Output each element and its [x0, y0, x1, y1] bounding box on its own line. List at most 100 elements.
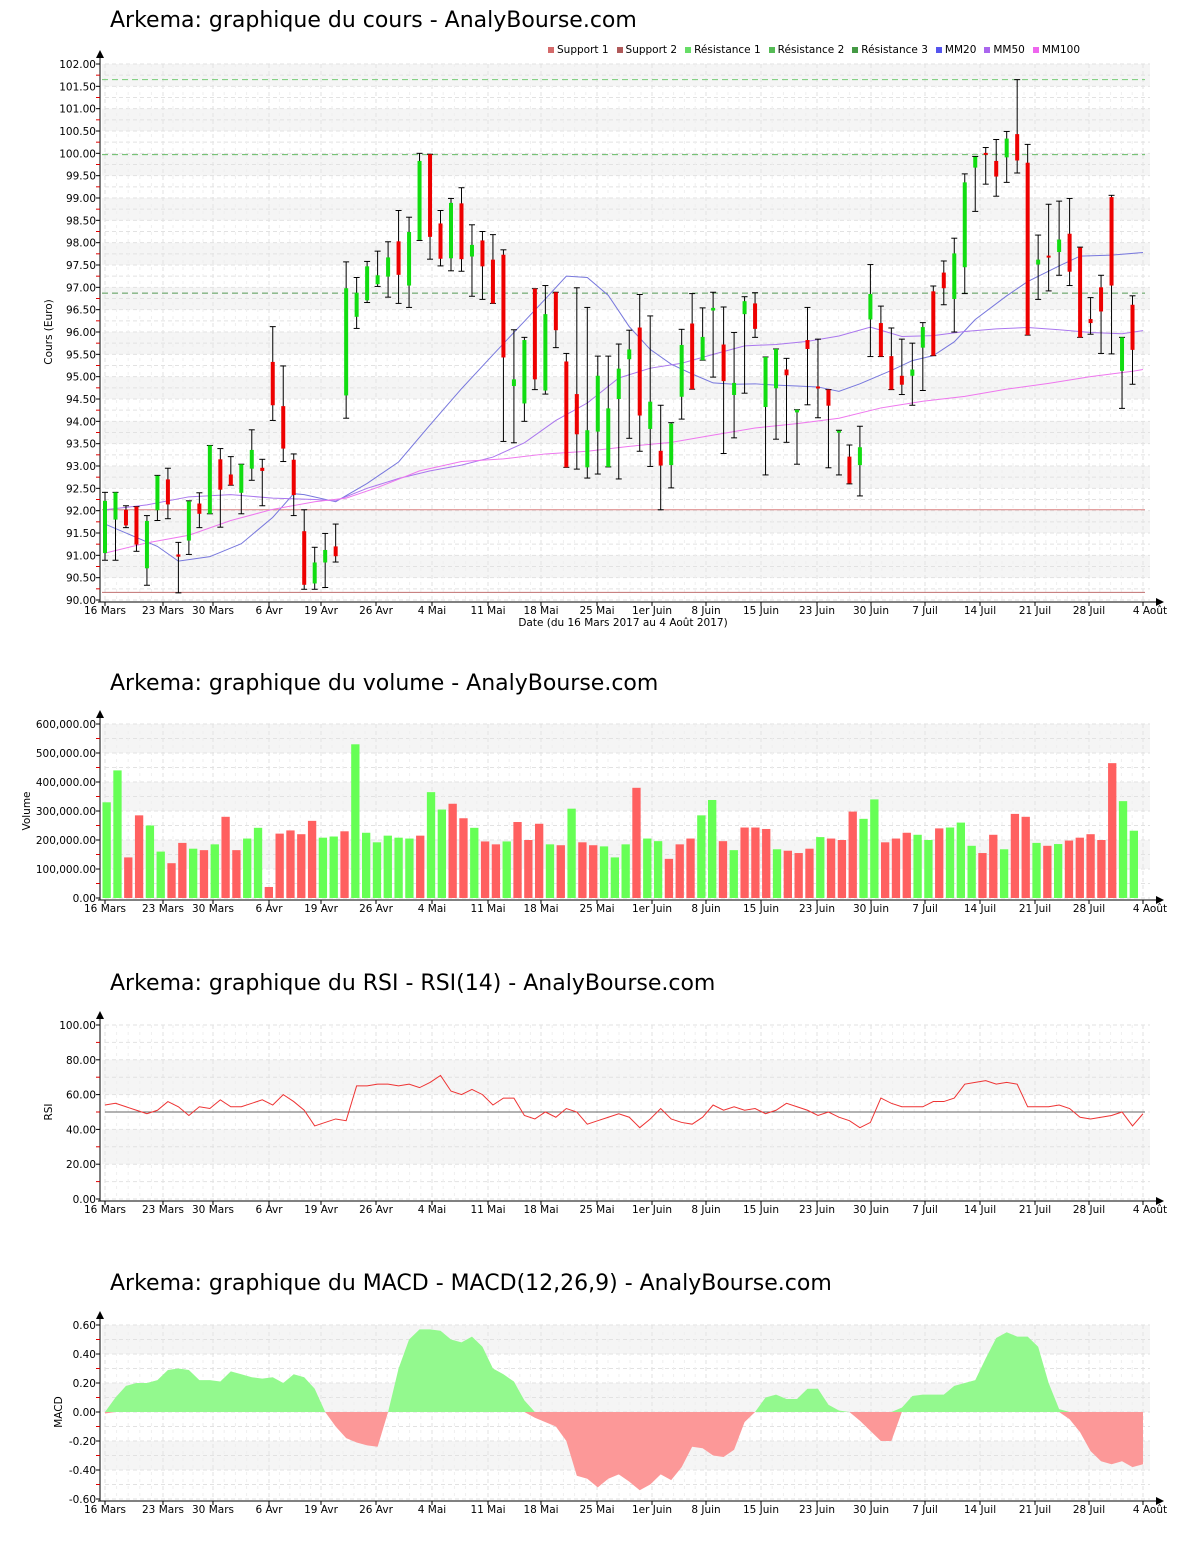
x-tick-label: 15 Juin — [743, 1204, 779, 1216]
x-tick-label: 23 Mars — [142, 903, 184, 915]
y-tick-label: 100.00 — [59, 148, 96, 160]
candlestick — [773, 348, 780, 440]
x-tick-label: 4 Mai — [418, 903, 446, 915]
volume-bar — [124, 857, 133, 898]
volume-bar — [935, 828, 944, 898]
volume-bar — [502, 841, 511, 898]
x-tick-label: 23 Juin — [799, 1504, 835, 1516]
candlestick — [762, 356, 769, 476]
x-tick-label: 6 Avr — [255, 1204, 283, 1216]
volume-bar — [286, 830, 295, 898]
y-tick-label: 93.50 — [66, 439, 96, 451]
candlestick — [259, 458, 266, 507]
x-tick-label: 25 Mai — [579, 1204, 614, 1216]
candlestick — [479, 231, 486, 300]
volume-bar — [643, 838, 652, 898]
x-tick-label: 8 Juin — [691, 1204, 720, 1216]
x-tick-label: 14 Juil — [964, 1504, 996, 1516]
y-tick-label: 300,000.00 — [36, 806, 96, 818]
x-tick-label: 4 Mai — [418, 605, 446, 617]
candlestick — [143, 515, 150, 586]
candlestick — [647, 315, 654, 467]
candlestick — [227, 456, 234, 486]
volume-bar — [1097, 840, 1106, 898]
volume-bar — [470, 827, 479, 898]
candlestick — [752, 292, 759, 338]
x-tick-label: 4 Mai — [418, 1504, 446, 1516]
candlestick — [395, 210, 402, 304]
volume-bar — [448, 803, 457, 898]
volume-bar — [1064, 840, 1074, 898]
volume-bar — [989, 834, 998, 898]
legend-item-mm50: MM50 — [984, 44, 1025, 56]
y-tick-label: 94.00 — [66, 416, 96, 428]
x-tick-label: 4 Mai — [418, 1204, 446, 1216]
x-tick-label: 1er Juin — [632, 1204, 672, 1216]
volume-bar — [1086, 834, 1095, 898]
macd-positive-area — [105, 1329, 1143, 1412]
candlestick — [489, 234, 496, 304]
price-chart: 90.00 90.50 91.00 91.50 92.00 92.50 93.00 93.50… — [43, 50, 1167, 629]
legend-item-r-sistance-1: Résistance 1 — [685, 44, 761, 56]
y-axis-title: Cours (Euro) — [43, 299, 55, 365]
x-tick-label: 23 Juin — [799, 605, 835, 617]
candlestick — [343, 261, 350, 419]
volume-bar — [675, 844, 684, 898]
y-tick-label: 96.00 — [66, 327, 96, 339]
volume-bar — [545, 844, 555, 898]
volume-bar — [837, 840, 847, 898]
x-tick-label: 23 Juin — [799, 1204, 835, 1216]
y-tick-label: 400,000.00 — [36, 777, 96, 789]
candlestick — [112, 491, 119, 561]
candlestick — [626, 329, 633, 439]
volume-bar — [1010, 813, 1020, 898]
y-tick-label: 90.50 — [66, 573, 96, 585]
x-tick-label: 19 Avr — [304, 1504, 338, 1516]
candlestick — [217, 448, 224, 528]
y-tick-label: -0.20 — [69, 1436, 96, 1448]
macd-chart-title: Arkema: graphique du MACD - MACD(12,26,9… — [110, 1271, 832, 1296]
price-chart-title: Arkema: graphique du cours - AnalyBourse… — [110, 8, 637, 33]
x-tick-label: 4 Août — [1133, 1204, 1167, 1216]
candlestick — [248, 429, 255, 481]
volume-bar — [556, 845, 565, 898]
candlestick — [500, 249, 507, 442]
x-tick-label: 18 Mai — [523, 605, 558, 617]
volume-bar — [491, 844, 501, 898]
legend-item-support-2: Support 2 — [616, 44, 677, 56]
volume-bar — [924, 840, 933, 898]
y-tick-label: 98.00 — [66, 238, 96, 250]
x-tick-label: 4 Août — [1133, 605, 1167, 617]
legend-item-r-sistance-2: Résistance 2 — [768, 44, 844, 56]
x-tick-label: 1er Juin — [632, 1504, 672, 1516]
volume-bar — [589, 845, 598, 898]
candlestick — [1087, 297, 1094, 335]
volume-bar — [459, 818, 468, 898]
chart-frame: 0.00 20.00 40.00 60.00 80.00 100.00 16 Mars 23 … — [43, 1011, 1167, 1216]
x-tick-label: 16 Mars — [84, 1504, 126, 1516]
rsi-line — [104, 1074, 1144, 1129]
y-tick-label: 600,000.00 — [36, 719, 96, 731]
y-tick-label: 0.40 — [73, 1349, 96, 1361]
volume-bar — [329, 836, 338, 898]
volume-bar — [394, 837, 403, 898]
candlestick — [1077, 246, 1084, 338]
mm20-line — [104, 251, 1144, 562]
legend-label: MM20 — [944, 44, 977, 56]
legend-item-r-sistance-3: Résistance 3 — [852, 44, 928, 56]
candlestick — [919, 322, 926, 392]
candlestick — [867, 264, 874, 358]
candlestick — [636, 293, 643, 452]
candlestick — [542, 285, 549, 395]
candlestick — [458, 187, 465, 272]
x-tick-label: 19 Avr — [304, 1204, 338, 1216]
candlestick — [972, 155, 979, 212]
y-tick-label: 99.50 — [66, 171, 96, 183]
candlestick — [406, 216, 413, 308]
candlestick — [825, 389, 832, 469]
x-tick-label: 16 Mars — [84, 903, 126, 915]
volume-bar — [199, 850, 209, 898]
y-tick-label: 80.00 — [66, 1055, 96, 1067]
candlestick — [783, 357, 790, 443]
candlestick — [280, 365, 287, 463]
